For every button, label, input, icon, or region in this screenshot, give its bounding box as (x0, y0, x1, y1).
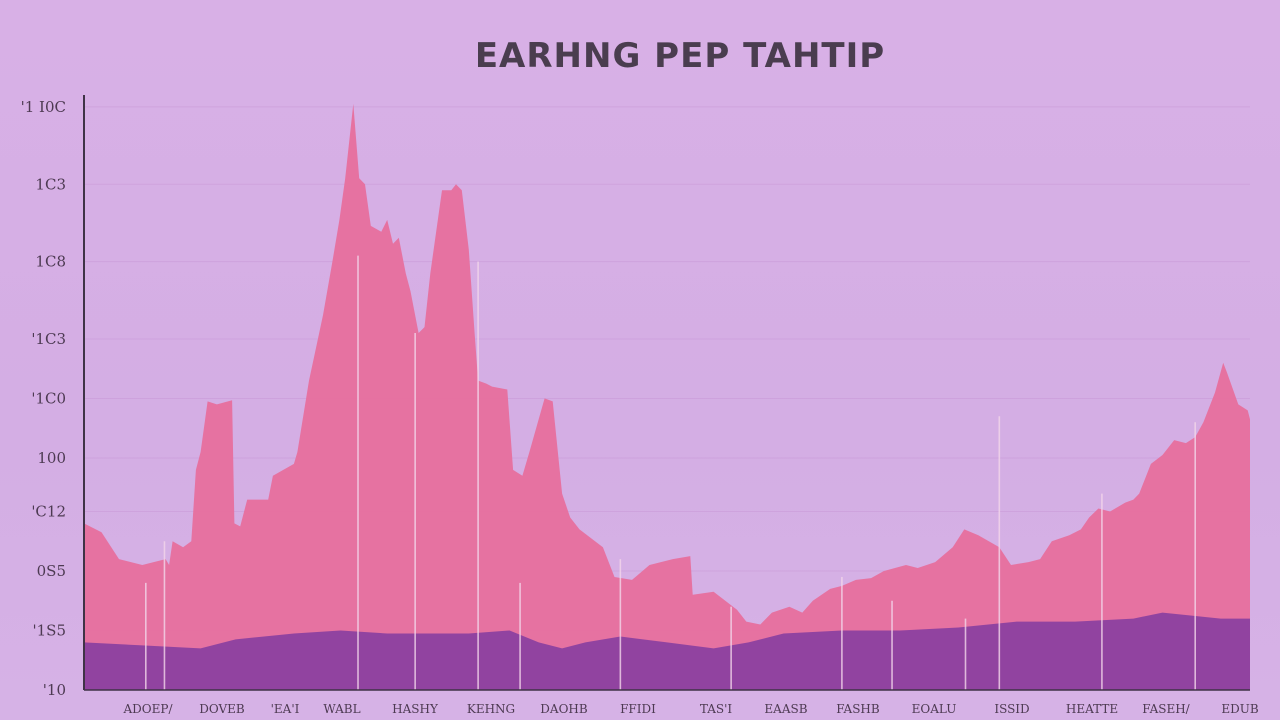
y-tick-label: 1C3 (35, 175, 66, 193)
x-tick-label: EDUB (1221, 702, 1258, 716)
x-tick-label: TAS'I (700, 702, 733, 716)
x-tick-label: ADOEP/ (122, 702, 173, 716)
y-tick-label: '1 I0C (21, 98, 66, 116)
area-series (84, 103, 1250, 690)
y-tick-label: 0S5 (37, 562, 66, 580)
y-tick-label: 1C8 (35, 253, 66, 271)
x-tick-label: HASHY (392, 702, 439, 716)
x-tick-label: DAOHB (540, 702, 588, 716)
x-tick-label: WABL (323, 702, 360, 716)
x-tick-label: 'EA'I (271, 702, 300, 716)
chart-title: EARHNG PEP TAHTIP (474, 36, 886, 76)
x-tick-label: FASHB (836, 702, 880, 716)
x-tick-label: HEATTE (1066, 702, 1118, 716)
x-tick-label: FASEH/ (1142, 702, 1190, 716)
x-tick-label: DOVEB (199, 702, 245, 716)
x-tick-label: EAASB (764, 702, 807, 716)
y-tick-label: 'C12 (31, 503, 66, 521)
area-pink (84, 103, 1250, 690)
x-tick-label: EOALU (912, 702, 957, 716)
area-purple (84, 612, 1250, 690)
y-tick-label: '1C3 (31, 330, 66, 348)
x-tick-label: ISSID (994, 702, 1029, 716)
y-tick-label: '1C0 (31, 389, 66, 407)
y-tick-label: 100 (37, 449, 66, 467)
x-tick-label: KEHNG (467, 702, 515, 716)
y-tick-label: '1S5 (33, 622, 67, 640)
y-tick-label: '10 (43, 681, 66, 699)
axes: '1 I0C 1C3 1C8 '1C3 '1C0 100 'C12 0S5 '1S5 '10 ADO… (21, 95, 1259, 716)
x-tick-label: FFIDI (620, 702, 656, 716)
